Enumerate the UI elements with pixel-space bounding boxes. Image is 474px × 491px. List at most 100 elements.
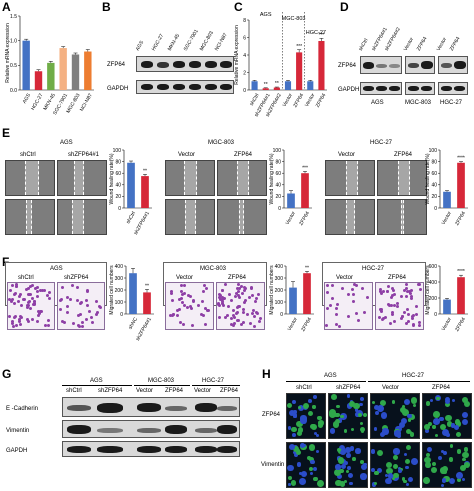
cell-mark	[80, 324, 84, 328]
immunofluorescence-image	[370, 393, 420, 439]
cell-mark	[330, 296, 334, 300]
cell-mark	[400, 314, 404, 318]
cell-mark	[340, 414, 345, 419]
y-tick-label: 400	[429, 280, 438, 286]
y-tick-label: 60	[115, 171, 121, 177]
cell-mark	[400, 295, 404, 299]
cell-mark	[66, 305, 70, 309]
bar	[129, 273, 137, 314]
group-underline	[368, 381, 470, 382]
y-tick-label: 60	[431, 171, 437, 177]
y-tick-label: 100	[113, 148, 122, 154]
cell-mark	[15, 324, 19, 328]
cell-mark	[425, 429, 430, 434]
cell-mark	[308, 467, 313, 472]
band	[189, 84, 201, 90]
blot-zfp64-b	[136, 56, 234, 72]
cell-mark	[308, 444, 316, 451]
panel-box-f-ags	[5, 262, 107, 306]
cell-mark	[221, 296, 225, 300]
cell-mark	[294, 452, 299, 458]
y-tick-label: 40	[431, 183, 437, 189]
y-tick-label: 200	[115, 288, 124, 294]
cell-mark	[433, 418, 441, 425]
cell-mark	[405, 287, 409, 290]
cell-mark	[417, 320, 421, 324]
y-axis-label: Migrated cell numbers	[269, 265, 275, 315]
band	[217, 446, 237, 453]
y-tick-label: 2	[243, 70, 246, 76]
transwell-image	[216, 282, 265, 330]
immunofluorescence-image	[328, 442, 368, 488]
wound-image	[377, 199, 427, 235]
cell-mark	[407, 413, 412, 419]
cell-mark	[221, 303, 225, 307]
x-tick-label: Vector	[285, 210, 297, 226]
cell-mark	[318, 422, 324, 428]
band	[157, 84, 169, 90]
cell-mark	[393, 448, 400, 455]
cell-mark	[34, 286, 38, 290]
cell-mark	[361, 286, 365, 290]
cell-mark	[462, 457, 466, 462]
cell-mark	[441, 478, 447, 483]
group-label-hgc27-c: HGC-27	[306, 30, 326, 36]
blot-ecadherin-g	[62, 397, 240, 417]
cell-mark	[36, 289, 40, 293]
cell-mark	[415, 305, 419, 309]
cell-mark	[227, 304, 231, 308]
cell-mark	[236, 283, 240, 287]
cell-mark	[237, 295, 241, 299]
cell-mark	[346, 394, 351, 399]
y-tick-label: 1.0	[10, 38, 17, 44]
cell-mark	[25, 306, 29, 310]
cell-mark	[298, 405, 302, 410]
cell-mark	[381, 424, 388, 431]
lane-label: Vector	[402, 36, 416, 52]
cell-mark	[30, 296, 34, 300]
band	[189, 61, 201, 68]
bar	[318, 41, 325, 90]
cell-mark	[441, 449, 445, 454]
cell-mark	[287, 464, 294, 472]
cell-mark	[287, 476, 292, 481]
cell-mark	[411, 457, 418, 465]
cell-mark	[258, 319, 262, 323]
cell-mark	[360, 463, 367, 470]
cell-mark	[253, 314, 257, 318]
x-tick-label: shCtrl	[125, 211, 137, 225]
lane-label: AGS	[134, 39, 146, 52]
cell-mark	[233, 316, 237, 320]
y-tick-label: 100	[273, 148, 282, 154]
bar	[47, 62, 55, 90]
group-underline	[192, 385, 240, 386]
x-tick-label: ZFP64	[315, 92, 328, 108]
y-tick-label: 20	[115, 194, 121, 200]
group-label-ags-d: AGS	[371, 100, 384, 106]
band	[441, 86, 452, 91]
cell-mark	[378, 288, 382, 292]
y-tick-label: 6	[243, 35, 246, 41]
cell-mark	[250, 293, 254, 297]
cell-mark	[332, 422, 339, 428]
cell-mark	[19, 303, 23, 307]
cell-mark	[59, 308, 63, 312]
cell-mark	[374, 410, 380, 415]
x-tick-label: ZFP64	[454, 316, 467, 332]
cell-mark	[199, 312, 203, 316]
col-label-f-1: shCtrl	[18, 275, 34, 281]
bar	[289, 287, 297, 314]
x-tick-label: Vector	[441, 316, 453, 332]
cell-mark	[88, 309, 92, 313]
cell-mark	[336, 405, 340, 409]
cell-mark	[386, 303, 390, 307]
cell-mark	[373, 427, 378, 431]
group-label-mgc803-g: MGC-803	[148, 378, 175, 384]
cell-mark	[440, 467, 447, 474]
cell-mark	[392, 293, 396, 297]
cell-mark	[46, 319, 50, 323]
bar	[71, 54, 80, 90]
cell-mark	[241, 321, 245, 325]
cell-mark	[254, 300, 258, 304]
cell-mark	[310, 459, 315, 465]
